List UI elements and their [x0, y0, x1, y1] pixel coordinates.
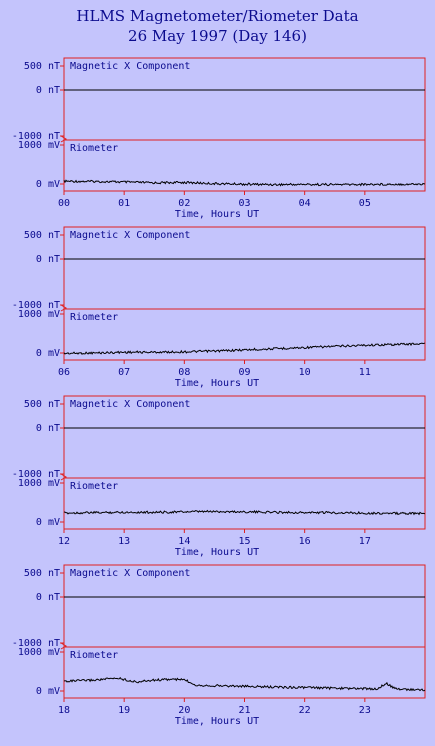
- magnetic-y-tick-label: 0 nT: [36, 85, 60, 96]
- x-tick-label: 05: [359, 198, 371, 209]
- magnetic-y-tick-label: 500 nT: [24, 61, 60, 72]
- magnetic-panel-label: Magnetic X Component: [70, 61, 190, 72]
- riometer-panel-label: Riometer: [70, 143, 118, 154]
- x-tick-label: 01: [118, 198, 130, 209]
- axis-break-mark: [60, 304, 67, 312]
- riometer-y-tick-label: 0 mV: [36, 686, 60, 697]
- magnetic-panel-label: Magnetic X Component: [70, 568, 190, 579]
- x-tick-label: 04: [299, 198, 311, 209]
- x-tick-label: 06: [58, 367, 70, 378]
- magnetic-y-tick-label: 500 nT: [24, 230, 60, 241]
- x-tick-label: 11: [359, 367, 371, 378]
- x-tick-label: 22: [299, 705, 311, 716]
- axis-break-mark: [60, 473, 67, 481]
- x-tick-label: 00: [58, 198, 70, 209]
- axis-break-mark: [60, 642, 67, 650]
- riometer-series-line: [63, 676, 426, 692]
- x-tick-label: 21: [238, 705, 250, 716]
- x-tick-label: 17: [359, 536, 371, 547]
- riometer-y-tick-label: 0 mV: [36, 179, 60, 190]
- x-tick-label: 02: [178, 198, 190, 209]
- axis-break-mark: [60, 135, 67, 143]
- magnetic-y-tick-label: -1000 nT: [12, 638, 60, 649]
- riometer-series-line: [63, 342, 426, 355]
- x-tick-label: 03: [238, 198, 250, 209]
- riometer-y-tick-label: 1000 mV: [18, 478, 60, 489]
- riometer-y-tick-label: 0 mV: [36, 517, 60, 528]
- riometer-panel-label: Riometer: [70, 312, 118, 323]
- riometer-y-tick-label: 0 mV: [36, 348, 60, 359]
- magnetic-y-tick-label: -1000 nT: [12, 131, 60, 142]
- magnetic-y-tick-label: 500 nT: [24, 568, 60, 579]
- magnetic-y-tick-label: 0 nT: [36, 254, 60, 265]
- riometer-y-tick-label: 1000 mV: [18, 309, 60, 320]
- x-tick-label: 10: [299, 367, 311, 378]
- x-tick-label: 09: [238, 367, 250, 378]
- x-axis-label: Time, Hours UT: [175, 378, 259, 389]
- magnetic-y-tick-label: 0 nT: [36, 423, 60, 434]
- riometer-y-tick-label: 1000 mV: [18, 140, 60, 151]
- magnetic-y-tick-label: -1000 nT: [12, 469, 60, 480]
- x-tick-label: 08: [178, 367, 190, 378]
- riometer-y-tick-label: 1000 mV: [18, 647, 60, 658]
- magnetic-panel-label: Magnetic X Component: [70, 399, 190, 410]
- magnetic-y-tick-label: 500 nT: [24, 399, 60, 410]
- magnetic-y-tick-label: 0 nT: [36, 592, 60, 603]
- x-tick-label: 18: [58, 705, 70, 716]
- x-tick-label: 16: [299, 536, 311, 547]
- x-axis-label: Time, Hours UT: [175, 547, 259, 558]
- x-tick-label: 12: [58, 536, 70, 547]
- x-tick-label: 13: [118, 536, 130, 547]
- x-axis-label: Time, Hours UT: [175, 716, 259, 727]
- x-tick-label: 15: [238, 536, 250, 547]
- riometer-panel-label: Riometer: [70, 481, 118, 492]
- x-tick-label: 20: [178, 705, 190, 716]
- x-tick-label: 14: [178, 536, 190, 547]
- magnetic-panel-label: Magnetic X Component: [70, 230, 190, 241]
- chart-title: HLMS Magnetometer/Riometer Data: [76, 7, 359, 25]
- x-tick-label: 19: [118, 705, 130, 716]
- x-axis-label: Time, Hours UT: [175, 209, 259, 220]
- riometer-panel-label: Riometer: [70, 650, 118, 661]
- chart-subtitle: 26 May 1997 (Day 146): [128, 27, 307, 45]
- x-tick-label: 23: [359, 705, 371, 716]
- riometer-series-line: [63, 509, 426, 516]
- x-tick-label: 07: [118, 367, 130, 378]
- riometer-series-line: [63, 179, 425, 187]
- magnetic-y-tick-label: -1000 nT: [12, 300, 60, 311]
